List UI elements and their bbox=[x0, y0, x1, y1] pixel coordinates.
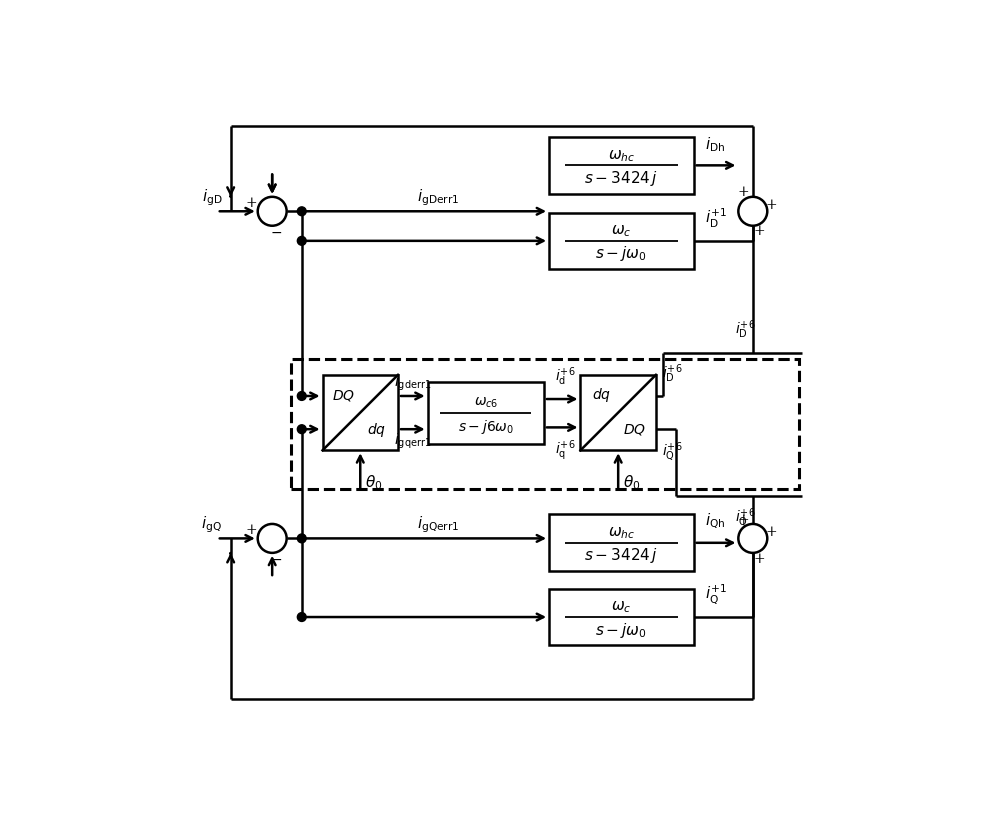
Circle shape bbox=[297, 391, 306, 400]
Text: $-$: $-$ bbox=[270, 225, 282, 239]
Text: $i_{\mathrm{gQ}}$: $i_{\mathrm{gQ}}$ bbox=[201, 514, 222, 535]
Text: $\omega_{hc}$: $\omega_{hc}$ bbox=[608, 525, 635, 541]
Bar bbox=[549, 515, 694, 571]
Text: $i_{\mathrm{Qh}}$: $i_{\mathrm{Qh}}$ bbox=[705, 512, 726, 532]
Circle shape bbox=[297, 236, 306, 245]
Text: $i_{\mathrm{gD}}$: $i_{\mathrm{gD}}$ bbox=[202, 187, 222, 208]
Text: $\omega_{c}$: $\omega_{c}$ bbox=[611, 223, 632, 239]
Circle shape bbox=[738, 197, 767, 225]
Text: $s-j6\omega_{0}$: $s-j6\omega_{0}$ bbox=[458, 418, 514, 436]
Circle shape bbox=[297, 534, 306, 542]
Text: $i_{\mathrm{Q}}^{+6}$: $i_{\mathrm{Q}}^{+6}$ bbox=[735, 507, 756, 530]
Text: $i_{\mathrm{D}}^{+6}$: $i_{\mathrm{D}}^{+6}$ bbox=[662, 362, 683, 385]
Text: +: + bbox=[246, 196, 257, 210]
Circle shape bbox=[297, 613, 306, 622]
Bar bbox=[549, 212, 694, 269]
Circle shape bbox=[258, 197, 287, 225]
Text: $\theta_{0}$: $\theta_{0}$ bbox=[623, 474, 641, 493]
Bar bbox=[549, 589, 694, 645]
Circle shape bbox=[258, 524, 287, 553]
Circle shape bbox=[738, 524, 767, 553]
Text: +: + bbox=[766, 198, 777, 212]
Text: $-$: $-$ bbox=[270, 552, 282, 566]
Text: $i_{\mathrm{gqerr1}}$: $i_{\mathrm{gqerr1}}$ bbox=[394, 432, 431, 452]
Text: $s-3424\,j$: $s-3424\,j$ bbox=[584, 547, 658, 565]
Circle shape bbox=[297, 425, 306, 434]
Text: $\theta_{0}$: $\theta_{0}$ bbox=[365, 474, 383, 493]
Text: $s-3424\,j$: $s-3424\,j$ bbox=[584, 169, 658, 188]
Bar bbox=[428, 382, 544, 444]
Text: $i_{\mathrm{D}}^{+1}$: $i_{\mathrm{D}}^{+1}$ bbox=[705, 207, 727, 230]
Text: +: + bbox=[246, 523, 257, 538]
Text: $i_{\mathrm{D}}^{+6}$: $i_{\mathrm{D}}^{+6}$ bbox=[735, 319, 756, 342]
Bar bbox=[549, 137, 694, 194]
Text: $\omega_{c}$: $\omega_{c}$ bbox=[611, 600, 632, 615]
Text: $i_{\mathrm{gderr1}}$: $i_{\mathrm{gderr1}}$ bbox=[394, 373, 431, 393]
Text: $i_{\mathrm{Dh}}$: $i_{\mathrm{Dh}}$ bbox=[705, 136, 725, 154]
Text: $\omega_{hc}$: $\omega_{hc}$ bbox=[608, 148, 635, 163]
Text: +: + bbox=[738, 512, 749, 526]
Text: $s-j\omega_{0}$: $s-j\omega_{0}$ bbox=[595, 244, 647, 263]
Circle shape bbox=[297, 207, 306, 216]
Text: $\omega_{c6}$: $\omega_{c6}$ bbox=[474, 395, 498, 410]
Text: $DQ$: $DQ$ bbox=[332, 388, 355, 403]
Text: $i_{\mathrm{gQerr1}}$: $i_{\mathrm{gQerr1}}$ bbox=[417, 514, 459, 535]
Text: $i_{\mathrm{Q}}^{+6}$: $i_{\mathrm{Q}}^{+6}$ bbox=[662, 440, 683, 464]
Text: +: + bbox=[753, 551, 765, 565]
Text: $s-j\omega_{0}$: $s-j\omega_{0}$ bbox=[595, 621, 647, 640]
Bar bbox=[580, 375, 656, 450]
Text: $i_{\mathrm{d}}^{+6}$: $i_{\mathrm{d}}^{+6}$ bbox=[555, 365, 576, 388]
Text: +: + bbox=[738, 185, 749, 199]
Text: +: + bbox=[753, 225, 765, 239]
Text: $i_{\mathrm{q}}^{+6}$: $i_{\mathrm{q}}^{+6}$ bbox=[555, 439, 576, 463]
Text: $i_{\mathrm{gDerr1}}$: $i_{\mathrm{gDerr1}}$ bbox=[417, 187, 459, 208]
Bar bbox=[291, 359, 799, 489]
Text: $dq$: $dq$ bbox=[592, 386, 611, 404]
Text: $dq$: $dq$ bbox=[367, 421, 386, 439]
Text: +: + bbox=[766, 525, 777, 539]
Text: $DQ$: $DQ$ bbox=[623, 422, 646, 437]
Text: $i_{\mathrm{Q}}^{+1}$: $i_{\mathrm{Q}}^{+1}$ bbox=[705, 582, 727, 605]
Bar bbox=[323, 375, 398, 450]
